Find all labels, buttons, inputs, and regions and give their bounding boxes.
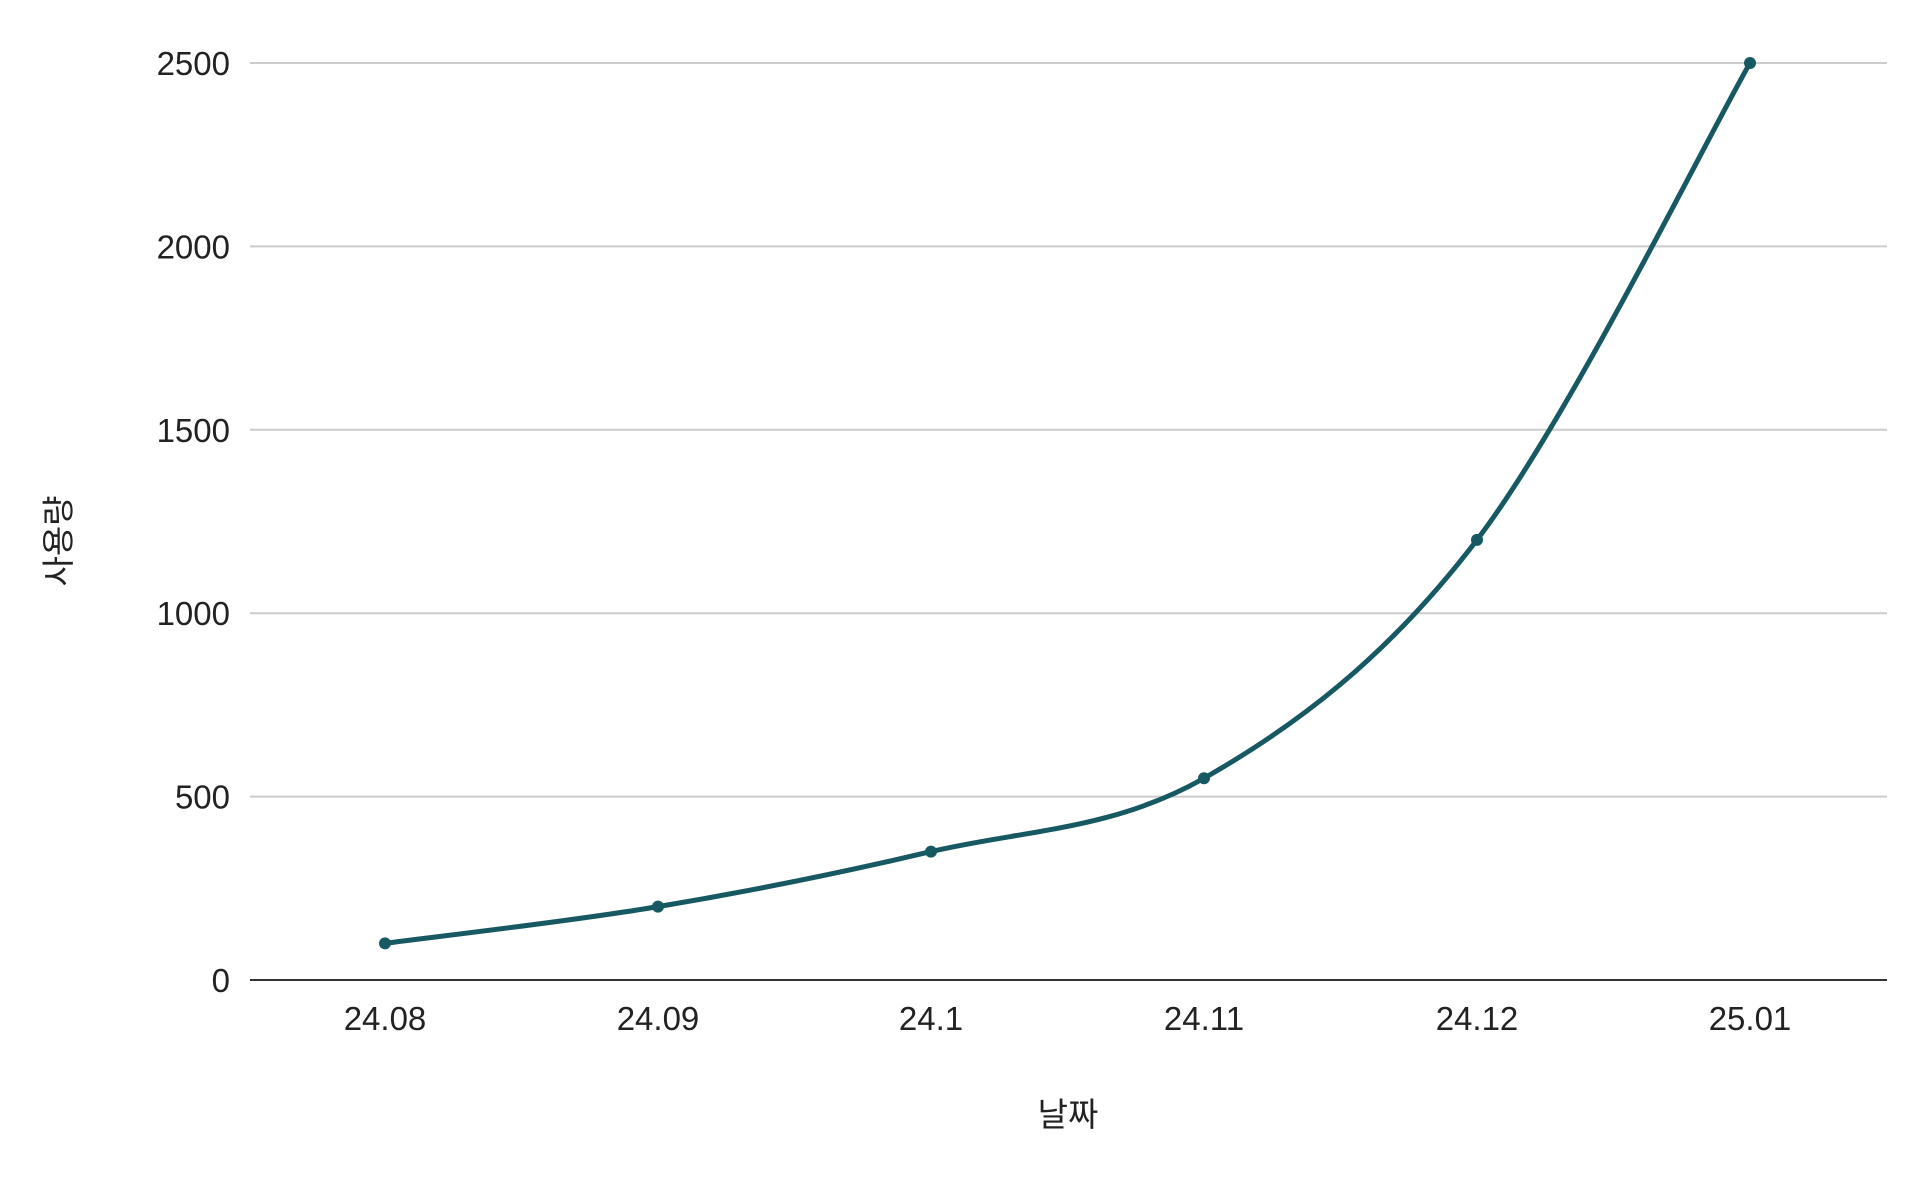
- x-axis-label: 날짜: [1038, 1095, 1099, 1134]
- x-tick-label: 24.11: [1164, 1000, 1244, 1037]
- x-tick-label: 24.08: [344, 1000, 427, 1037]
- y-axis-label: 사용량: [39, 495, 78, 586]
- x-tick-label: 24.09: [617, 1000, 700, 1037]
- y-tick-labels: 0 500 1000 1500 2000 2500: [157, 45, 230, 999]
- data-points: [379, 57, 1756, 950]
- x-tick-label: 24.1: [899, 1000, 963, 1037]
- data-point: [652, 900, 664, 913]
- x-tick-label: 25.01: [1709, 1000, 1792, 1037]
- y-tick-label: 2500: [157, 45, 230, 82]
- data-point: [1198, 772, 1210, 785]
- gridlines: [250, 62, 1887, 798]
- x-tick-labels: 24.08 24.09 24.1 24.11 24.12 25.01: [344, 1000, 1792, 1037]
- x-tick-label: 24.12: [1436, 1000, 1519, 1037]
- y-tick-label: 0: [212, 962, 230, 999]
- data-point: [1471, 533, 1483, 546]
- y-tick-label: 500: [175, 779, 230, 816]
- data-point: [925, 845, 937, 858]
- series-line: [382, 60, 1753, 946]
- y-tick-label: 2000: [157, 228, 230, 265]
- data-point: [1744, 57, 1756, 69]
- data-point: [379, 937, 391, 950]
- y-tick-label: 1500: [157, 412, 230, 449]
- y-tick-label: 1000: [157, 595, 230, 632]
